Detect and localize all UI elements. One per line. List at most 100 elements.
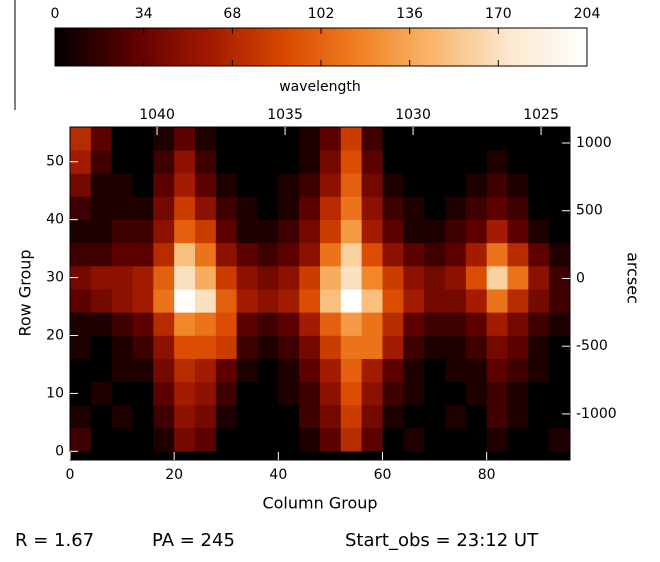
heatmap-cell — [257, 289, 279, 313]
heatmap-cell — [70, 335, 92, 359]
heatmap-cell — [174, 219, 196, 244]
heatmap-cell — [361, 219, 383, 244]
heatmap-cell — [111, 127, 133, 151]
heatmap-cell — [403, 127, 425, 151]
heatmap-cell — [195, 335, 217, 359]
heatmap-cell — [70, 196, 92, 220]
heatmap-cell — [111, 335, 133, 359]
heatmap-cell — [111, 242, 133, 267]
heatmap-cell — [132, 289, 154, 313]
heatmap-cell — [445, 127, 467, 151]
heatmap-cell — [70, 219, 92, 244]
y2-tick-label: 500 — [576, 203, 603, 219]
heatmap-cell — [215, 242, 237, 267]
heatmap-cell — [257, 127, 279, 151]
heatmap-cell — [257, 196, 279, 220]
heatmap-cell — [382, 381, 404, 406]
heatmap-cell — [257, 219, 279, 244]
heatmap-cell — [215, 289, 237, 313]
heatmap-cell — [257, 428, 279, 452]
heatmap-cell — [111, 358, 133, 383]
heatmap-cell — [195, 289, 217, 313]
footer-text: Start_obs = 23:12 UT — [345, 530, 539, 551]
heatmap-cell — [70, 242, 92, 267]
heatmap-cell — [528, 335, 550, 359]
heatmap-cell — [153, 196, 175, 220]
heatmap-cell — [382, 196, 404, 220]
heatmap-cell — [382, 404, 404, 429]
heatmap-cell — [424, 335, 446, 359]
heatmap-cell — [90, 312, 112, 336]
heatmap-cell — [361, 428, 383, 452]
colorbar-tick-label: 204 — [574, 6, 601, 22]
heatmap-cell — [549, 428, 571, 452]
heatmap-cell — [465, 127, 487, 151]
heatmap-cell — [424, 428, 446, 452]
heatmap-cell — [215, 127, 237, 151]
heatmap-cell — [507, 127, 529, 151]
heatmap-cell — [299, 219, 321, 244]
heatmap-cell — [90, 150, 112, 174]
heatmap-cell — [111, 289, 133, 313]
heatmap-cell — [465, 242, 487, 267]
heatmap-cell — [153, 242, 175, 267]
heatmap-cell — [507, 150, 529, 174]
heatmap-cell — [424, 173, 446, 197]
heatmap-cell — [236, 312, 258, 336]
heatmap-cell — [320, 335, 342, 359]
heatmap-cell — [445, 312, 467, 336]
colorbar-tick-label: 102 — [308, 6, 335, 22]
heatmap-cell — [132, 428, 154, 452]
heatmap-cell — [70, 289, 92, 313]
heatmap-cell — [132, 242, 154, 267]
heatmap-cell — [465, 219, 487, 244]
heatmap-cell — [486, 428, 508, 452]
heatmap-cell — [70, 127, 92, 151]
heatmap-cell — [90, 242, 112, 267]
heatmap-cell — [257, 335, 279, 359]
heatmap-cell — [320, 428, 342, 452]
heatmap-cell — [403, 173, 425, 197]
heatmap-cell — [549, 196, 571, 220]
heatmap-cell — [278, 404, 300, 429]
heatmap-cell — [299, 335, 321, 359]
plot-frame — [69, 126, 571, 461]
heatmap-cell — [361, 150, 383, 174]
heatmap-cell — [320, 289, 342, 313]
heatmap-cell — [549, 150, 571, 174]
heatmap-cell — [236, 428, 258, 452]
heatmap-cell — [403, 358, 425, 383]
heatmap-cell — [132, 335, 154, 359]
heatmap-cell — [215, 265, 237, 290]
heatmap-cell — [340, 312, 362, 336]
heatmap-cell — [70, 312, 92, 336]
heatmap-cell — [278, 196, 300, 220]
heatmap-cell — [236, 127, 258, 151]
colorbar-tick-label: 136 — [396, 6, 423, 22]
heatmap-cell — [528, 381, 550, 406]
heatmap-cell — [299, 150, 321, 174]
heatmap-cell — [299, 173, 321, 197]
heatmap-cell — [424, 404, 446, 429]
heatmap-cell — [507, 312, 529, 336]
heatmap-cell — [528, 196, 550, 220]
heatmap-cell — [236, 265, 258, 290]
heatmap-cell — [549, 312, 571, 336]
heatmap-cell — [382, 150, 404, 174]
x-axis-title: Column Group — [262, 494, 377, 513]
y2-tick-label: 1000 — [576, 135, 612, 151]
heatmap-cell — [320, 312, 342, 336]
heatmap-cell — [132, 196, 154, 220]
heatmap-cell — [528, 358, 550, 383]
heatmap-cell — [299, 265, 321, 290]
heatmap-cell — [445, 196, 467, 220]
heatmap-cell — [403, 265, 425, 290]
heatmap-cell — [132, 173, 154, 197]
heatmap-cell — [195, 150, 217, 174]
heatmap-cell — [486, 127, 508, 151]
heatmap-cell — [507, 173, 529, 197]
heatmap-cell — [278, 428, 300, 452]
heatmap-cell — [236, 404, 258, 429]
heatmap-cell — [111, 173, 133, 197]
heatmap-cell — [465, 381, 487, 406]
